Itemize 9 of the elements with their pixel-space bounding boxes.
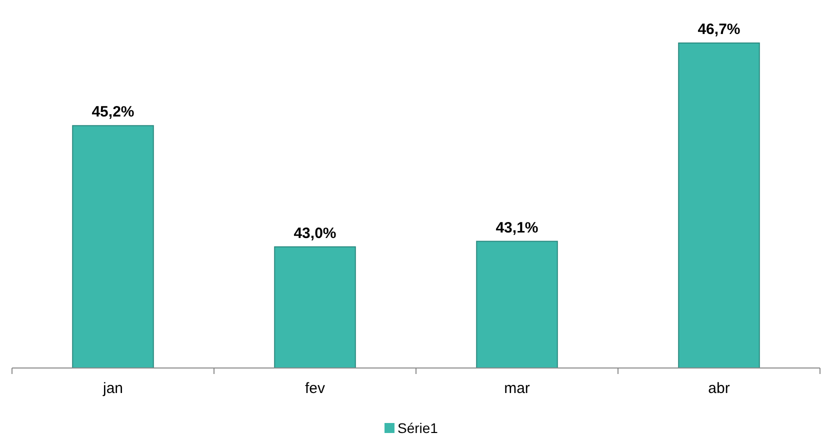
data-label: 46,7% xyxy=(698,21,740,38)
data-label: 45,2% xyxy=(92,104,134,121)
legend-label: Série1 xyxy=(398,420,438,436)
x-tick-label: abr xyxy=(708,380,730,397)
x-tick-label: mar xyxy=(504,380,530,397)
x-tick-label: fev xyxy=(304,380,326,397)
x-tick-label: jan xyxy=(102,380,124,397)
data-label: 43,0% xyxy=(294,224,336,242)
data-label: 43,1% xyxy=(496,219,538,236)
